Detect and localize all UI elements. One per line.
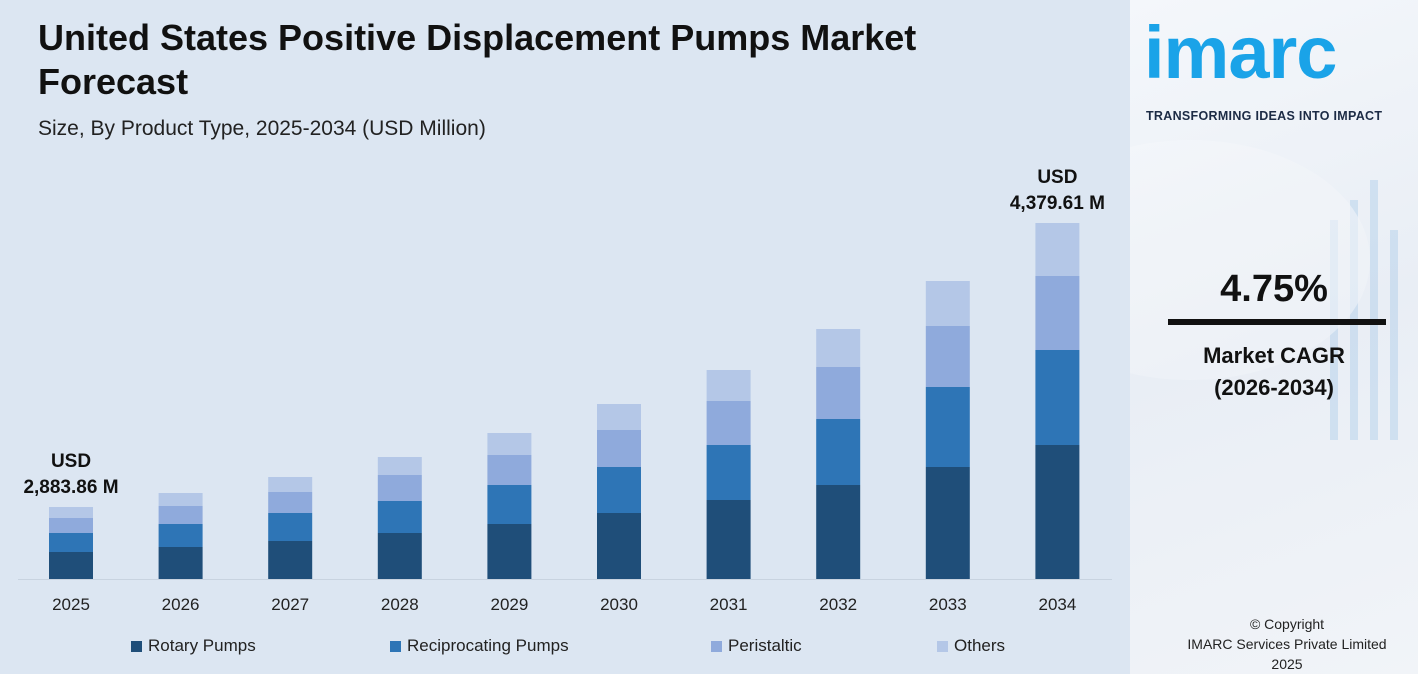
bar-peristaltic-2031: [706, 401, 751, 445]
legend-label: Rotary Pumps: [148, 636, 256, 655]
copyright-line2: IMARC Services Private Limited 2025: [1187, 636, 1387, 672]
bar-reciprocating-pumps-2028: [377, 501, 422, 533]
bar-others-2034: [1035, 223, 1080, 276]
brand-tagline: TRANSFORMING IDEAS INTO IMPACT: [1146, 109, 1383, 123]
legend-swatch: [390, 640, 401, 652]
bar-reciprocating-pumps-2032: [816, 419, 861, 485]
bar-others-2026: [158, 493, 203, 506]
cagr-value: 4.75%: [1220, 268, 1328, 310]
bar-others-2025: [49, 507, 93, 518]
info-panel: imarc TRANSFORMING IDEAS INTO IMPACT 4.7…: [1130, 0, 1418, 674]
chart-title: United States Positive Displacement Pump…: [38, 17, 917, 102]
bar-reciprocating-pumps-2034: [1035, 350, 1080, 445]
x-tick-label: 2028: [381, 595, 419, 614]
bar-others-2031: [706, 370, 751, 401]
data-label: USD: [51, 451, 91, 472]
divider: [1168, 319, 1386, 325]
legend-item: Rotary Pumps: [131, 636, 256, 656]
bar-rotary-pumps-2029: [487, 524, 532, 579]
chart-panel: United States Positive Displacement Pump…: [18, 17, 1112, 656]
bar-reciprocating-pumps-2029: [487, 485, 532, 524]
cagr-label-line1: Market CAGR: [1203, 343, 1345, 368]
x-tick-label: 2031: [710, 595, 748, 614]
background-graphic: [1130, 140, 1398, 440]
bar-others-2029: [487, 433, 532, 455]
bar-rotary-pumps-2033: [925, 467, 970, 579]
bar-peristaltic-2026: [158, 506, 203, 524]
data-label: 4,379.61 M: [1010, 193, 1105, 214]
legend-swatch: [937, 640, 948, 652]
bar-peristaltic-2033: [925, 326, 970, 387]
x-tick-label: 2030: [600, 595, 638, 614]
x-tick-label: 2034: [1038, 595, 1076, 614]
bar-rotary-pumps-2030: [597, 513, 641, 579]
bar-reciprocating-pumps-2033: [925, 387, 970, 467]
bar-rotary-pumps-2032: [816, 485, 861, 579]
bar-others-2032: [816, 329, 861, 367]
legend-item: Others: [937, 636, 1005, 656]
legend-swatch: [131, 640, 142, 652]
bar-peristaltic-2030: [597, 430, 641, 467]
x-tick-label: 2025: [52, 595, 90, 614]
chart-subtitle: Size, By Product Type, 2025-2034 (USD Mi…: [38, 117, 486, 140]
x-tick-label: 2026: [162, 595, 200, 614]
legend-label: Reciprocating Pumps: [407, 636, 569, 655]
bar-rotary-pumps-2028: [377, 533, 422, 579]
legend-label: Peristaltic: [728, 636, 802, 655]
bar-others-2033: [925, 281, 970, 326]
bar-others-2028: [377, 457, 422, 475]
bar-rotary-pumps-2027: [268, 541, 313, 579]
stacked-bar-chart: 2025 2026 2027 2028 2029 2030 2031 2032 2033 2034…: [18, 167, 1112, 614]
bar-peristaltic-2028: [377, 475, 422, 501]
x-tick-label: 2033: [929, 595, 967, 614]
bar-rotary-pumps-2034: [1035, 445, 1080, 579]
legend-item: Peristaltic: [711, 636, 802, 656]
bar-peristaltic-2034: [1035, 276, 1080, 350]
x-tick-label: 2027: [271, 595, 309, 614]
imarc-logo: imarc: [1144, 11, 1337, 94]
bar-others-2027: [268, 477, 313, 492]
data-label: 2,883.86 M: [23, 477, 118, 498]
cagr-label: Market CAGR (2026-2034): [1130, 340, 1418, 404]
bar-rotary-pumps-2026: [158, 547, 203, 579]
bar-rotary-pumps-2025: [49, 552, 93, 579]
bar-rotary-pumps-2031: [706, 500, 751, 579]
legend-item: Reciprocating Pumps: [390, 636, 569, 656]
bar-peristaltic-2029: [487, 455, 532, 485]
bar-reciprocating-pumps-2031: [706, 445, 751, 500]
x-tick-label: 2029: [490, 595, 528, 614]
bar-reciprocating-pumps-2027: [268, 513, 313, 541]
x-tick-label: 2032: [819, 595, 857, 614]
copyright: © Copyright IMARC Services Private Limit…: [1130, 614, 1418, 674]
bar-peristaltic-2025: [49, 518, 93, 533]
cagr-label-line2: (2026-2034): [1214, 375, 1334, 400]
bar-reciprocating-pumps-2026: [158, 524, 203, 547]
bar-reciprocating-pumps-2030: [597, 467, 641, 513]
bar-peristaltic-2032: [816, 367, 861, 419]
copyright-line1: © Copyright: [1249, 616, 1325, 632]
legend-swatch: [711, 640, 722, 652]
bar-peristaltic-2027: [268, 492, 313, 513]
bar-others-2030: [597, 404, 641, 430]
legend-label: Others: [954, 636, 1006, 655]
data-label: USD: [1037, 167, 1077, 188]
bar-reciprocating-pumps-2025: [49, 533, 93, 552]
